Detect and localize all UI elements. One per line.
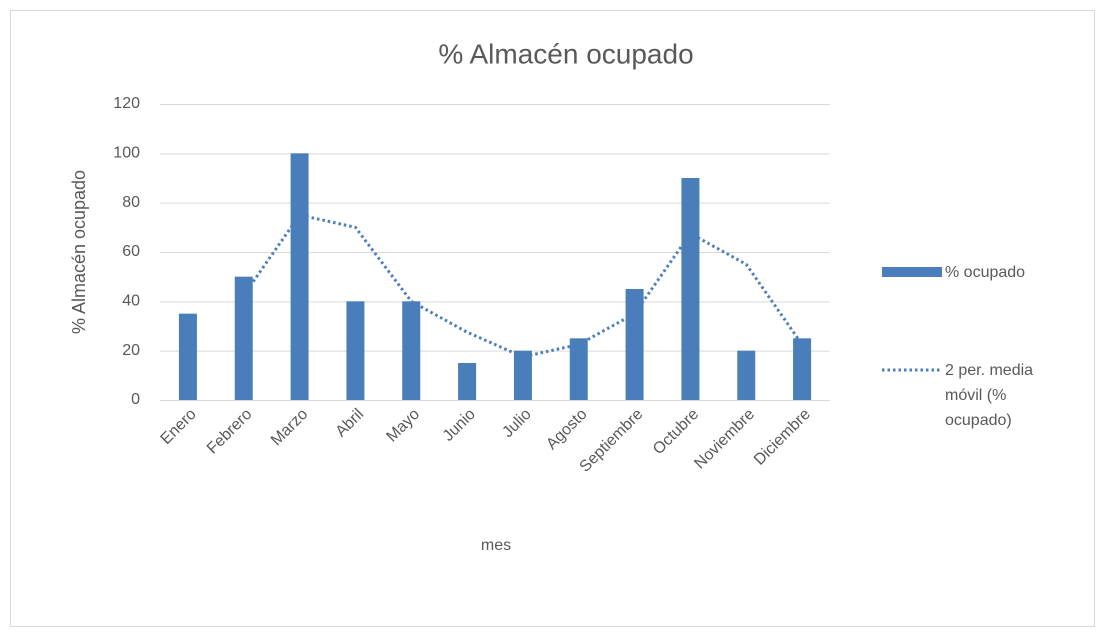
moving-average-line [242,213,804,359]
bar [625,289,644,400]
x-axis-label: mes [481,537,511,554]
chart-title: % Almacén ocupado [438,38,693,69]
y-tick-label: 60 [122,243,140,260]
legend-entry: % ocupado [945,263,1026,281]
y-tick-label: 40 [122,293,140,310]
y-tick-label: 80 [122,194,140,211]
y-tick-label: 120 [113,95,140,112]
chart-border [10,10,1095,627]
y-tick-label: 20 [122,342,140,359]
bar [402,301,421,400]
bar [681,178,700,400]
bar [458,363,477,400]
bar [346,301,365,400]
legend-label: 2 per. media móvil (% ocupado) [945,361,1034,429]
y-tick-label: 100 [113,145,140,162]
bar [737,350,756,400]
legend-label: % ocupado [945,263,1026,281]
y-axis-label: % Almacén ocupado [69,170,89,334]
legend-entry: 2 per. media móvil (% ocupado) [945,361,1034,429]
bar [234,276,253,400]
bar [569,338,588,400]
legend-swatch [882,267,942,277]
bar [290,153,309,400]
bar [513,350,532,400]
y-tick-label: 0 [131,391,140,408]
bar [178,313,197,400]
bar [793,338,812,400]
